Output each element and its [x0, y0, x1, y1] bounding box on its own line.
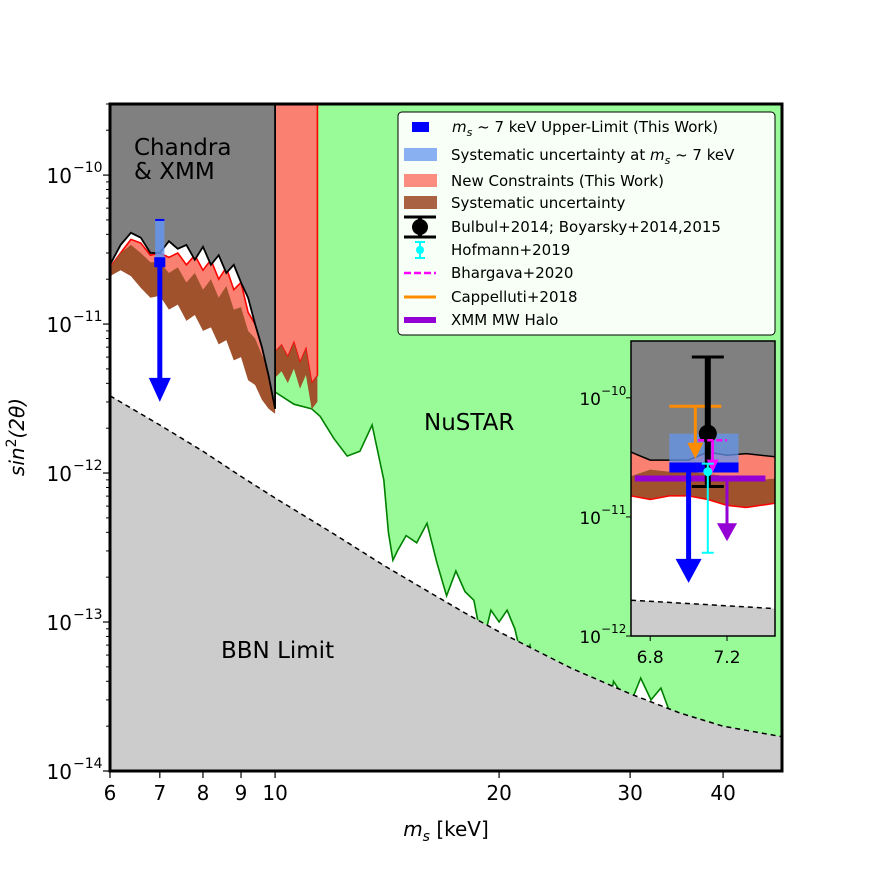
legend-label: Hofmann+2019 [451, 241, 570, 259]
legend-items: ms ~ 7 keV Upper-Limit (This Work) System… [404, 118, 735, 329]
legend-label: Systematic uncertainty [451, 194, 625, 212]
x-tick-label: 10 [262, 781, 287, 805]
upper-limit-arrow-head [148, 377, 171, 402]
legend: ms ~ 7 keV Upper-Limit (This Work) System… [397, 111, 776, 336]
y-axis-label: sin2(2θ) [4, 398, 29, 476]
bbn-region [110, 395, 782, 771]
x-tick-label: 40 [710, 781, 735, 805]
legend-label: Bhargava+2020 [451, 264, 573, 282]
inset-hofmann-marker [703, 467, 713, 477]
systematic-band [110, 244, 276, 414]
legend-label: Bulbul+2014; Boyarsky+2014,2015 [451, 218, 721, 236]
legend-swatch [404, 174, 437, 187]
legend-box [397, 111, 776, 336]
plot-frame [108, 102, 784, 773]
legend-item-hofmann: Hofmann+2019 [415, 241, 570, 259]
legend-label: New Constraints (This Work) [451, 172, 664, 190]
legend-item-xmm: XMM MW Halo [404, 311, 558, 329]
bbn-boundary [110, 395, 782, 738]
legend-item-sys: Systematic uncertainty [404, 194, 625, 212]
inset-y-tick-exponent: −10 [601, 384, 626, 398]
main-annotations: Chandra & XMM NuSTAR BBN Limit [134, 135, 514, 664]
x-tick-label: 6 [104, 781, 117, 805]
y-tick-label: 10 [47, 164, 72, 188]
legend-label: Cappelluti+2018 [451, 288, 578, 306]
y-tick-label: 10 [47, 611, 72, 635]
inset-upper-limit-bar [669, 462, 739, 473]
x-tick-label: 30 [617, 781, 642, 805]
y-tick-exponent: −10 [73, 160, 103, 176]
legend-label: ms ~ 7 keV Upper-Limit (This Work) [452, 118, 718, 139]
systematic-7kev-box [155, 219, 165, 263]
legend-item-bulbul: Bulbul+2014; Boyarsky+2014,2015 [404, 215, 721, 239]
inset-bbn-region [631, 600, 775, 636]
inset-y-tick-label: 10 [579, 628, 601, 648]
legend-label: Systematic uncertainty at ms ~ 7 keV [451, 146, 735, 167]
label-chandra-line2: & XMM [134, 159, 215, 185]
y-tick-exponent: −11 [73, 309, 103, 325]
inset-lower-edge [631, 495, 775, 509]
legend-item-cappelluti: Cappelluti+2018 [404, 288, 578, 306]
y-tick-exponent: −13 [73, 607, 103, 623]
inset-y-tick-exponent: −11 [601, 503, 626, 517]
systematic-column [275, 342, 318, 410]
legend-item-upper_limit: ms ~ 7 keV Upper-Limit (This Work) [412, 118, 718, 139]
x-axis-label: ms [keV] [403, 817, 489, 845]
new-constraints-band-upper-edge [110, 238, 276, 376]
legend-swatch [404, 196, 437, 209]
y-tick-exponent: −12 [73, 458, 103, 474]
y-tick-label: 10 [47, 313, 72, 337]
y-tick-exponent: −14 [73, 756, 103, 772]
legend-marker [412, 219, 428, 235]
legend-item-sys7: Systematic uncertainty at ms ~ 7 keV [404, 146, 735, 167]
x-tick-label: 9 [235, 781, 248, 805]
inset-x-tick-label: 7.2 [713, 648, 740, 668]
inset-cappelluti-arrow-head [687, 442, 704, 459]
inset-bulbul-marker [698, 424, 717, 443]
inset-y-tick-label: 10 [579, 390, 601, 410]
legend-swatch [412, 122, 429, 132]
inset-x-tick-label: 6.8 [637, 648, 664, 668]
inset-y-tick-exponent: −12 [601, 622, 626, 636]
y-tick-label: 10 [47, 760, 72, 784]
legend-item-bhargava: Bhargava+2020 [404, 264, 573, 282]
inset-data-layers [631, 341, 775, 636]
inset-chandra-region [631, 341, 775, 461]
x-tick-label: 20 [486, 781, 511, 805]
chandra-region [110, 104, 276, 409]
x-tick-label: 7 [153, 781, 166, 805]
label-bbn: BBN Limit [221, 638, 334, 664]
x-axis: 6 7 8 9 10 20 30 40 [104, 771, 736, 805]
x-tick-label: 8 [197, 781, 210, 805]
legend-item-new: New Constraints (This Work) [404, 172, 664, 190]
legend-swatch [404, 148, 437, 161]
inset-y-tick-label: 10 [579, 509, 601, 529]
inset-xmm-halo-arrow-head [717, 523, 737, 542]
legend-label: XMM MW Halo [451, 311, 558, 329]
inset-bbn-boundary [631, 599, 775, 610]
new-constraints-column [275, 104, 318, 384]
label-chandra-line1: Chandra [134, 135, 231, 161]
inset-frame [630, 340, 776, 637]
chandra-boundary [110, 231, 276, 409]
label-nustar: NuSTAR [424, 410, 514, 436]
y-tick-label: 10 [47, 462, 72, 486]
legend-marker [416, 246, 424, 254]
inset-upper-limit-arrow-head [675, 558, 702, 583]
